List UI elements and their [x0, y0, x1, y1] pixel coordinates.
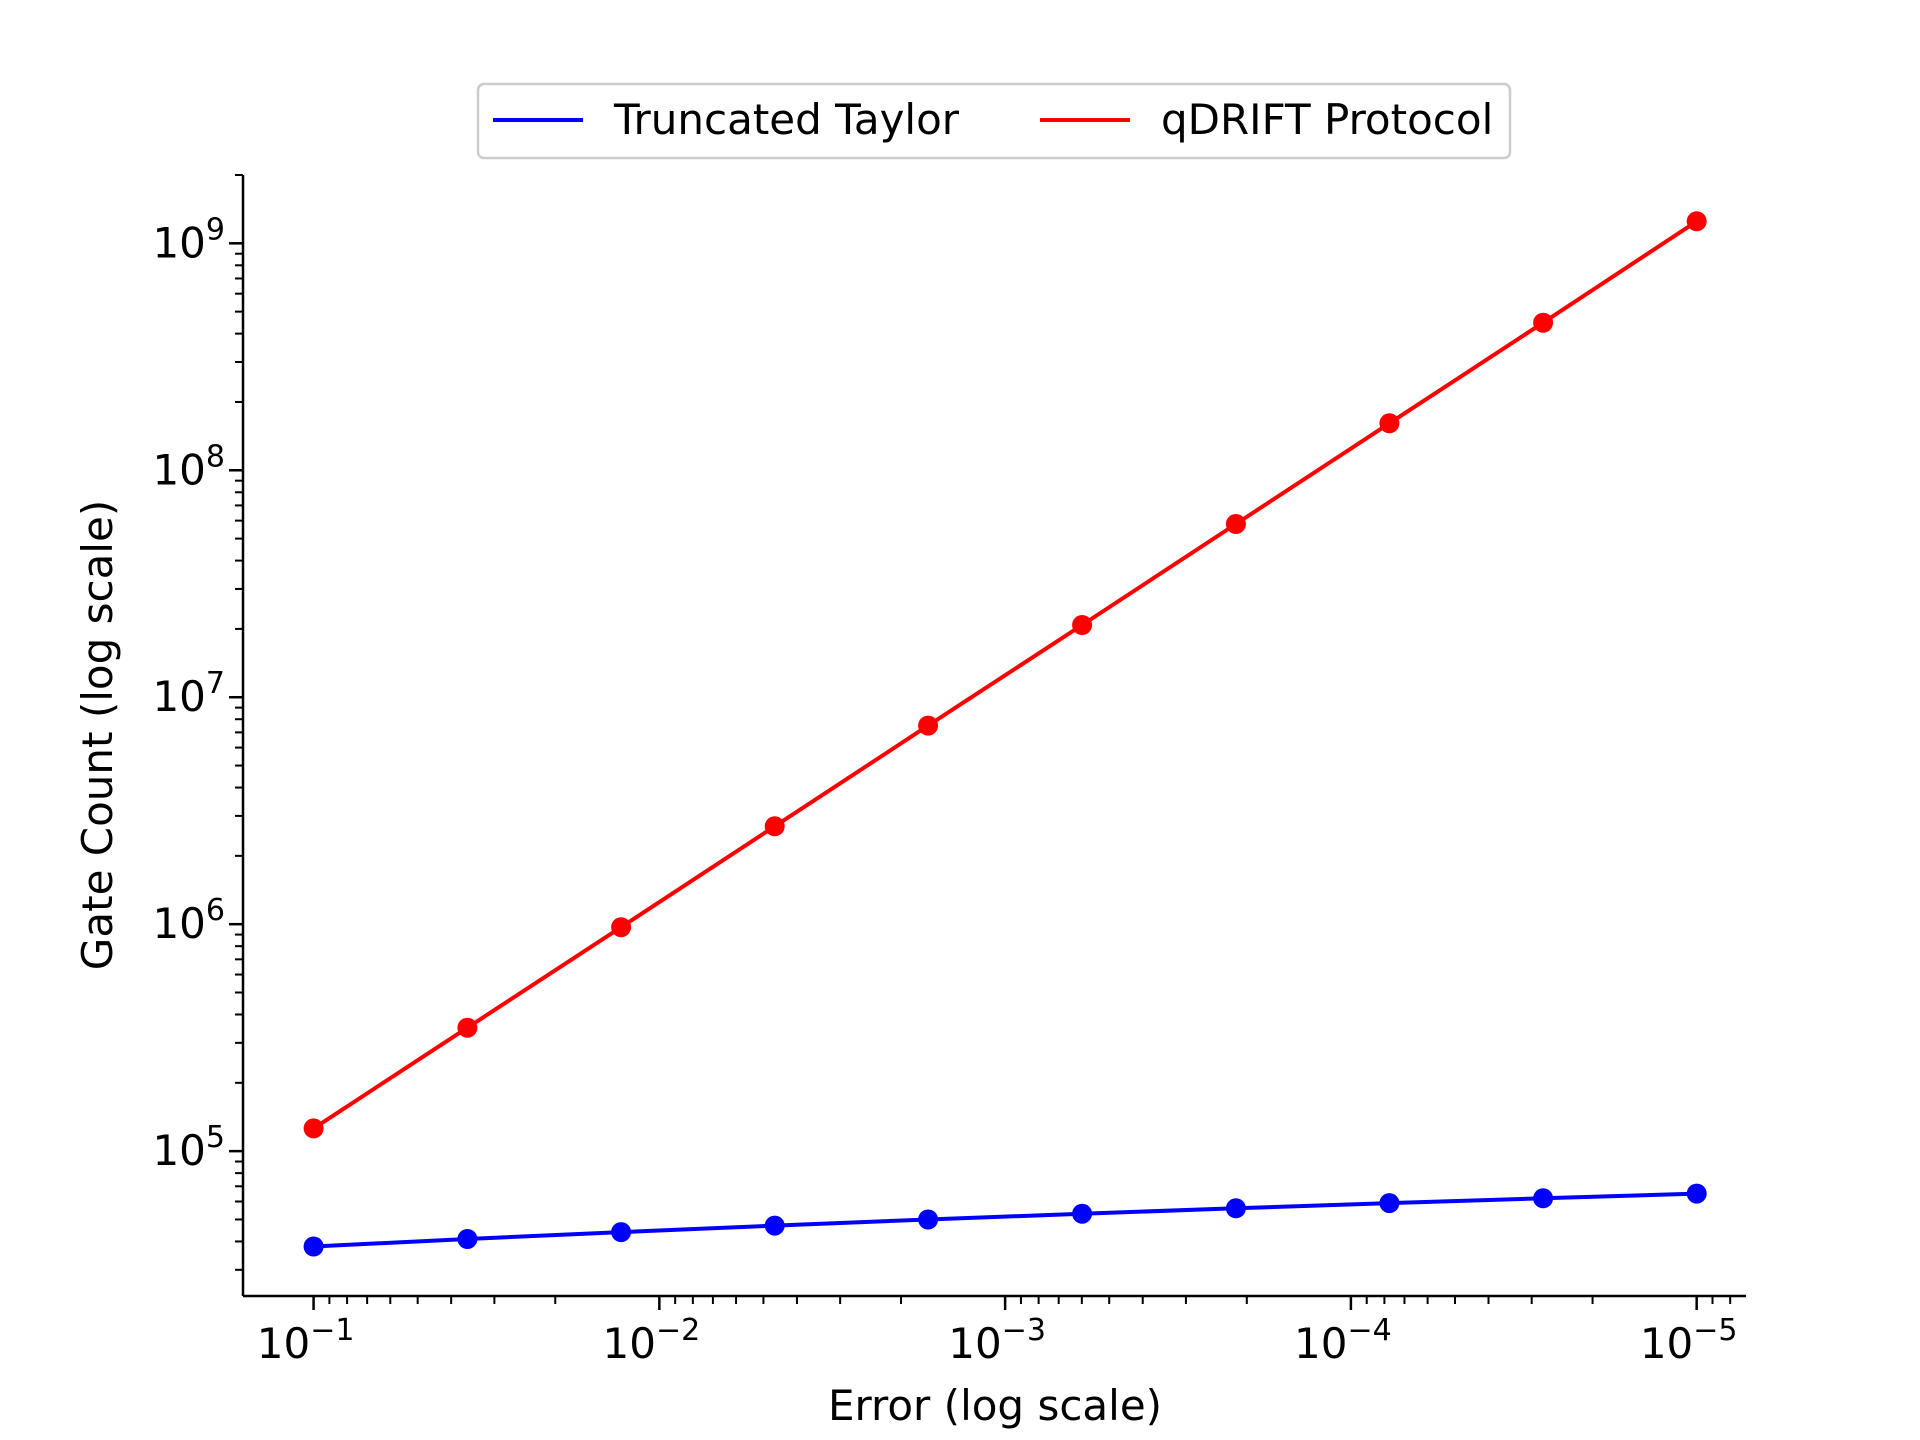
y-tick-label-3: 108: [152, 439, 225, 494]
series-1-point-6: [1225, 514, 1246, 534]
legend-frame: [476, 82, 1512, 160]
y-tick-layer: 105 106 107 108 109: [152, 174, 243, 1271]
series-0-point-1: [457, 1229, 478, 1249]
x-tick-label-3: 10−4: [1294, 1313, 1392, 1368]
series-1-point-4: [918, 715, 939, 736]
series-1-point-5: [1072, 615, 1093, 635]
x-tick-layer: 10−1 10−2 10−3 10−4 10−5: [257, 1296, 1738, 1368]
legend: Truncated Taylor qDRIFT Protocol: [476, 82, 1512, 160]
series-0-point-8: [1533, 1188, 1554, 1209]
y-tick-label-2: 107: [152, 666, 225, 721]
x-tick-label-2: 10−3: [948, 1313, 1046, 1368]
series-1-point-1: [457, 1017, 478, 1038]
series-1-point-8: [1533, 312, 1554, 333]
series-layer: [303, 211, 1707, 1257]
legend-label-qdrift-protocol: qDRIFT Protocol: [1161, 95, 1493, 144]
series-1-point-9: [1686, 211, 1707, 232]
series-1-point-2: [611, 917, 632, 938]
y-tick-label-4: 109: [152, 212, 225, 267]
y-tick-label-1: 106: [152, 893, 225, 948]
series-0-point-3: [764, 1215, 785, 1236]
series-1-point-3: [764, 816, 785, 837]
x-tick-label-1: 10−2: [603, 1313, 701, 1368]
y-axis-label: Gate Count (log scale): [73, 500, 122, 970]
series-line-0: [313, 1191, 1697, 1249]
series-line-1: [312, 219, 1698, 1131]
series-0-point-5: [1072, 1203, 1093, 1224]
legend-label-truncated-taylor: Truncated Taylor: [613, 95, 960, 144]
series-0-point-0: [303, 1236, 324, 1257]
x-tick-label-4: 10−5: [1640, 1313, 1738, 1368]
series-0-point-4: [918, 1209, 939, 1230]
series-1-point-7: [1379, 413, 1400, 434]
series-0-point-9: [1686, 1183, 1707, 1204]
series-0-point-7: [1379, 1193, 1400, 1214]
y-tick-label-0: 105: [152, 1120, 225, 1175]
x-tick-label-0: 10−1: [257, 1313, 355, 1368]
series-0-point-2: [611, 1222, 632, 1243]
x-axis-label: Error (log scale): [828, 1381, 1162, 1430]
series-0-point-6: [1225, 1198, 1246, 1219]
series-1-point-0: [303, 1118, 324, 1139]
